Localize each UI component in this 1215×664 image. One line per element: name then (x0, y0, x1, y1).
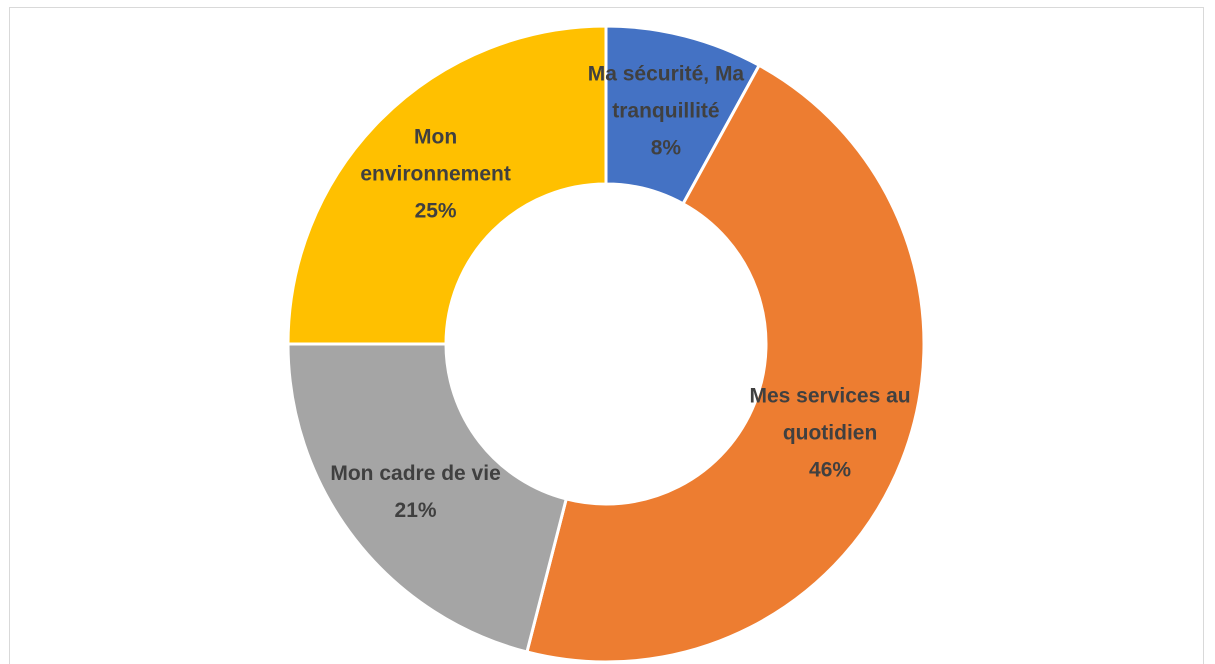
chart-border (9, 7, 1204, 664)
donut-slice (525, 63, 926, 664)
category-label: Mon cadre de vie (330, 461, 501, 485)
category-label: Ma sécurité, Ma tranquillité (587, 62, 745, 123)
value-label: 46% (809, 458, 852, 482)
data-label: Ma sécurité, Ma tranquillité 8% (578, 55, 753, 166)
value-label: 21% (394, 498, 437, 522)
data-label: Mes services au quotidien 46% (743, 377, 918, 488)
category-label: Mes services au quotidien (749, 384, 911, 445)
value-label: 8% (650, 136, 682, 160)
data-label: Mon environnement 25% (348, 118, 523, 229)
category-label: Mon environnement (360, 125, 511, 186)
value-label: 25% (414, 199, 457, 223)
donut-slice (286, 24, 608, 346)
donut-slice (286, 342, 569, 654)
data-label: Mon cadre de vie 21% (328, 455, 503, 529)
